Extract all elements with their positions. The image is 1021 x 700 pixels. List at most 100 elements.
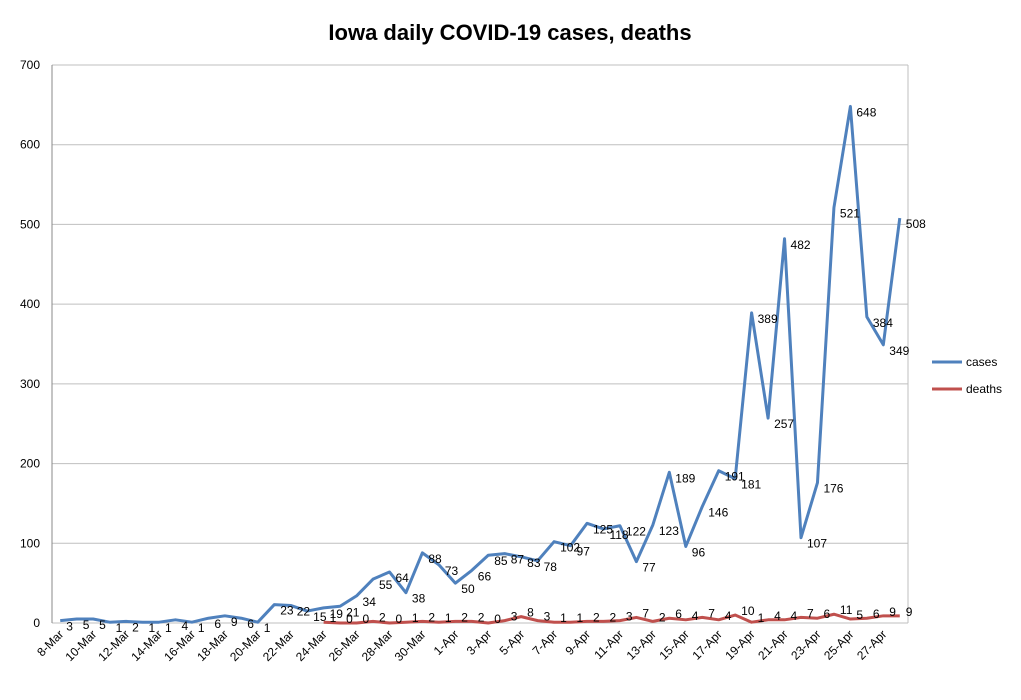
- data-label: 482: [791, 238, 811, 252]
- data-label: 4: [725, 609, 732, 623]
- data-label: 125: [593, 522, 613, 536]
- data-label: 4: [181, 619, 188, 633]
- data-label: 7: [807, 606, 814, 620]
- data-label: 6: [675, 607, 682, 621]
- x-tick-label: 3-Apr: [464, 627, 495, 658]
- data-label: 0: [346, 612, 353, 626]
- y-tick-label: 300: [20, 377, 40, 391]
- data-label: 2: [461, 610, 468, 624]
- data-label: 97: [577, 545, 591, 559]
- data-label: 50: [461, 582, 475, 596]
- x-tick-label: 25-Apr: [821, 627, 856, 662]
- data-label: 181: [741, 478, 761, 492]
- data-label: 6: [247, 617, 254, 631]
- data-label: 6: [873, 607, 880, 621]
- data-label: 2: [609, 610, 616, 624]
- data-label: 3: [511, 610, 518, 624]
- data-label: 73: [445, 564, 459, 578]
- data-label: 2: [379, 610, 386, 624]
- x-tick-label: 28-Mar: [359, 627, 396, 664]
- data-label: 0: [363, 612, 370, 626]
- x-tick-label: 11-Apr: [591, 627, 626, 662]
- data-label: 2: [478, 610, 485, 624]
- data-label: 1: [445, 611, 452, 625]
- y-tick-label: 100: [20, 536, 40, 550]
- data-label: 146: [708, 506, 728, 520]
- series-line: [323, 612, 900, 625]
- x-tick-label: 20-Mar: [227, 627, 264, 664]
- x-tick-label: 19-Apr: [722, 627, 757, 662]
- data-label: 23: [280, 604, 294, 618]
- data-label: 122: [626, 525, 646, 539]
- data-label: 6: [214, 617, 221, 631]
- data-label: 349: [889, 344, 909, 358]
- x-tick-label: 26-Mar: [326, 627, 363, 664]
- data-label: 87: [511, 553, 525, 567]
- x-tick-label: 1-Apr: [431, 627, 462, 658]
- data-label: 38: [412, 592, 426, 606]
- data-label: 5: [83, 618, 90, 632]
- x-tick-label: 21-Apr: [755, 627, 790, 662]
- data-label: 1: [330, 611, 337, 625]
- data-label: 123: [659, 524, 679, 538]
- data-label: 55: [379, 578, 393, 592]
- data-label: 102: [560, 541, 580, 555]
- data-label: 521: [840, 207, 860, 221]
- chart-title: Iowa daily COVID-19 cases, deaths: [328, 20, 691, 45]
- data-label: 1: [412, 611, 419, 625]
- data-label: 10: [741, 604, 755, 618]
- y-tick-label: 200: [20, 457, 40, 471]
- data-label: 384: [873, 316, 893, 330]
- series-line: [60, 104, 902, 624]
- data-label: 508: [906, 217, 926, 231]
- data-label: 5: [856, 608, 863, 622]
- data-label: 3: [544, 610, 551, 624]
- legend-label: deaths: [966, 382, 1002, 396]
- data-label: 1: [577, 611, 584, 625]
- data-label: 1: [116, 621, 123, 635]
- data-label: 21: [346, 605, 360, 619]
- data-label: 389: [758, 312, 778, 326]
- data-label: 189: [675, 471, 695, 485]
- data-label: 8: [527, 606, 534, 620]
- x-tick-label: 15-Apr: [657, 627, 692, 662]
- data-label: 15: [313, 610, 327, 624]
- x-tick-label: 7-Apr: [530, 627, 561, 658]
- data-label: 2: [659, 610, 666, 624]
- data-label: 7: [708, 606, 715, 620]
- data-label: 1: [149, 621, 156, 635]
- data-label: 1: [758, 611, 765, 625]
- data-label: 77: [642, 561, 656, 575]
- data-label: 5: [99, 618, 106, 632]
- data-label: 78: [544, 560, 558, 574]
- x-tick-label: 30-Mar: [392, 627, 429, 664]
- data-label: 176: [823, 482, 843, 496]
- data-label: 107: [807, 537, 827, 551]
- legend-label: cases: [966, 355, 997, 369]
- data-label: 6: [823, 607, 830, 621]
- data-label: 22: [297, 604, 311, 618]
- data-label: 118: [609, 528, 628, 542]
- y-tick-label: 700: [20, 58, 40, 72]
- data-label: 9: [906, 605, 913, 619]
- y-tick-label: 0: [33, 616, 40, 630]
- data-label: 3: [66, 620, 73, 634]
- data-label: 85: [494, 554, 508, 568]
- data-label: 191: [725, 470, 745, 484]
- data-label: 2: [428, 610, 435, 624]
- y-tick-label: 400: [20, 297, 40, 311]
- data-label: 1: [165, 621, 172, 635]
- data-label: 9: [231, 615, 238, 629]
- data-label: 7: [642, 606, 649, 620]
- data-label: 34: [363, 595, 377, 609]
- data-label: 66: [478, 569, 492, 583]
- data-label: 64: [395, 571, 409, 585]
- data-label: 1: [560, 611, 567, 625]
- data-label: 0: [395, 612, 402, 626]
- data-label: 19: [330, 607, 344, 621]
- data-label: 11: [840, 603, 853, 617]
- x-tick-label: 12-Mar: [95, 627, 132, 664]
- data-label: 3: [626, 610, 633, 624]
- data-label: 96: [692, 545, 706, 559]
- data-label: 2: [593, 610, 600, 624]
